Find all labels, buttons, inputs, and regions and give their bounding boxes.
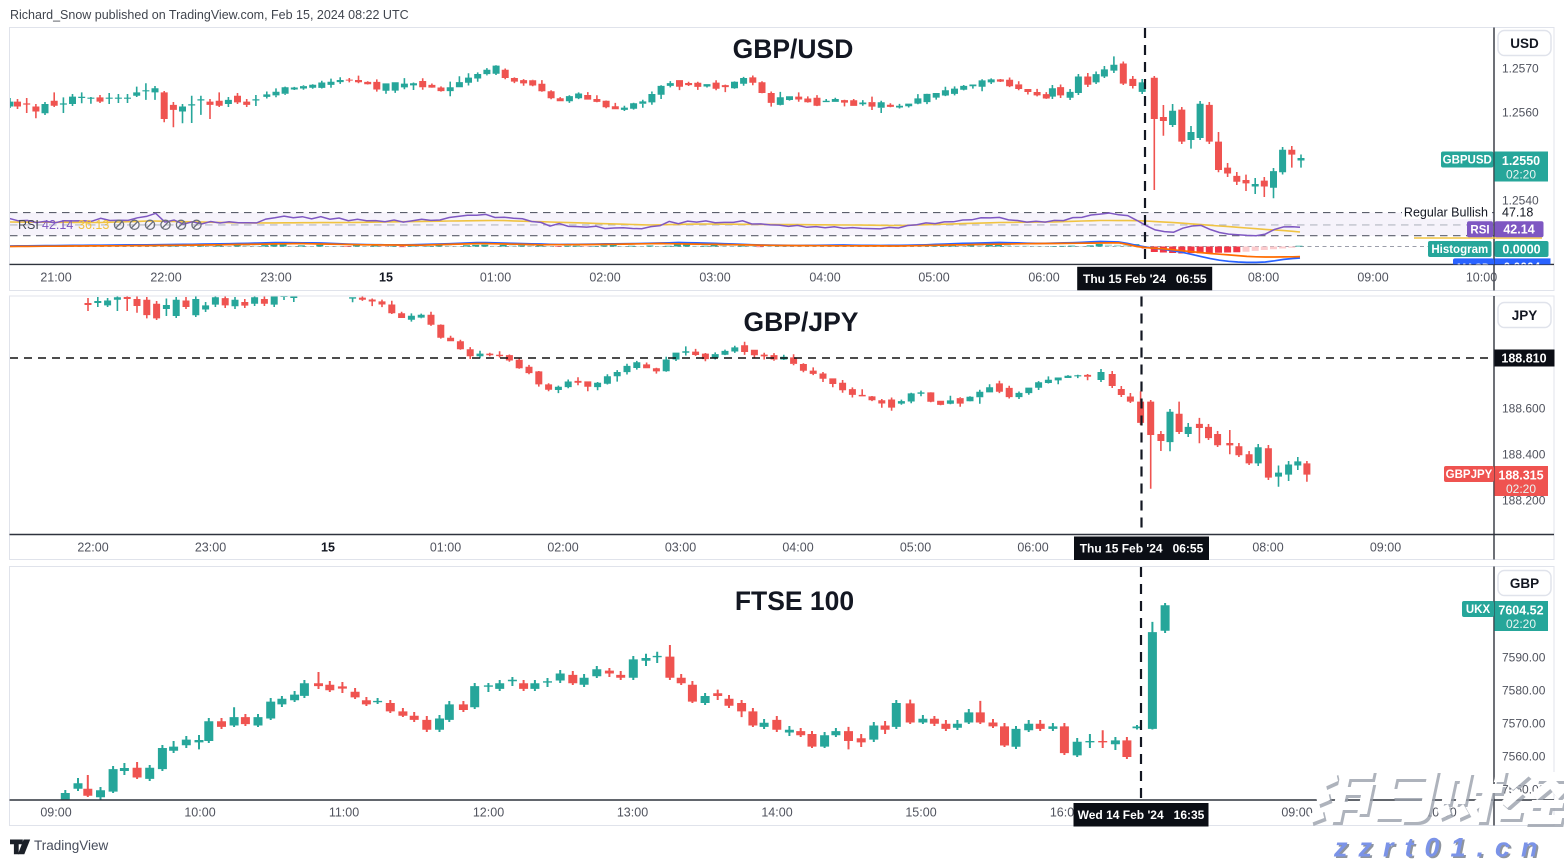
svg-text:15: 15 <box>321 541 335 555</box>
svg-text:09:00: 09:00 <box>1281 806 1312 820</box>
svg-text:08:00: 08:00 <box>1248 271 1279 285</box>
svg-text:04:00: 04:00 <box>782 541 813 555</box>
svg-text:Thu 15 Feb '24 06:55: Thu 15 Feb '24 06:55 <box>1080 542 1204 556</box>
svg-text:zzrt01.cn: zzrt01.cn <box>1333 833 1549 863</box>
svg-text:42.14: 42.14 <box>42 218 73 232</box>
svg-text:22:00: 22:00 <box>77 541 108 555</box>
svg-text:TradingView: TradingView <box>34 838 109 853</box>
svg-text:15: 15 <box>379 271 393 285</box>
svg-text:21:00: 21:00 <box>40 271 71 285</box>
svg-text:GBPJPY: GBPJPY <box>1446 469 1493 481</box>
svg-text:23:00: 23:00 <box>195 541 226 555</box>
svg-text:01:00: 01:00 <box>480 271 511 285</box>
svg-text:06:00: 06:00 <box>1017 541 1048 555</box>
svg-text:05:00: 05:00 <box>900 541 931 555</box>
svg-text:09:00: 09:00 <box>1370 541 1401 555</box>
svg-text:10:00: 10:00 <box>184 806 215 820</box>
svg-text:10:00: 10:00 <box>1466 271 1497 285</box>
svg-text:02:20: 02:20 <box>1506 617 1536 631</box>
svg-text:1.2540: 1.2540 <box>1502 194 1539 208</box>
svg-text:RSI: RSI <box>18 218 39 232</box>
svg-text:Regular Bullish: Regular Bullish <box>1404 206 1488 220</box>
svg-text:22:00: 22:00 <box>150 271 181 285</box>
svg-text:GBP: GBP <box>1510 576 1539 591</box>
svg-text:MACD: MACD <box>1457 262 1490 274</box>
svg-text:01:00: 01:00 <box>430 541 461 555</box>
svg-text:zzrt01.cn: zzrt01.cn <box>1335 834 1551 863</box>
svg-text:08:00: 08:00 <box>1252 541 1283 555</box>
svg-text:GBPUSD: GBPUSD <box>1443 155 1492 167</box>
svg-text:188.810: 188.810 <box>1501 352 1546 366</box>
svg-text:7604.52: 7604.52 <box>1498 604 1543 618</box>
svg-text:42.14: 42.14 <box>1503 223 1534 237</box>
svg-text:Histogram: Histogram <box>1431 244 1488 256</box>
svg-text:1.2560: 1.2560 <box>1502 106 1539 120</box>
svg-text:GBP/JPY: GBP/JPY <box>744 307 859 337</box>
svg-text:Wed 14 Feb '24 16:35: Wed 14 Feb '24 16:35 <box>1078 808 1205 822</box>
svg-text:13:00: 13:00 <box>617 806 648 820</box>
svg-text:02:00: 02:00 <box>547 541 578 555</box>
svg-text:7570.00: 7570.00 <box>1502 717 1546 731</box>
svg-text:03:00: 03:00 <box>699 271 730 285</box>
svg-text:7590.00: 7590.00 <box>1502 651 1546 665</box>
svg-text:188.315: 188.315 <box>1498 469 1543 483</box>
svg-text:36.13: 36.13 <box>78 218 109 232</box>
svg-text:1.2570: 1.2570 <box>1502 62 1539 76</box>
svg-text:7580.00: 7580.00 <box>1502 684 1546 698</box>
svg-text:05:00: 05:00 <box>918 271 949 285</box>
svg-text:JPY: JPY <box>1512 308 1538 323</box>
svg-text:47.18: 47.18 <box>1502 206 1533 220</box>
svg-text:188.600: 188.600 <box>1502 402 1546 416</box>
svg-text:03:00: 03:00 <box>665 541 696 555</box>
svg-text:04:00: 04:00 <box>809 271 840 285</box>
svg-text:USD: USD <box>1510 36 1539 51</box>
svg-text:188.200: 188.200 <box>1502 494 1546 508</box>
svg-text:0.0000: 0.0000 <box>1502 242 1540 256</box>
svg-text:GBP/USD: GBP/USD <box>733 34 854 64</box>
svg-text:FTSE 100: FTSE 100 <box>735 586 854 616</box>
svg-text:Richard_Snow published on Trad: Richard_Snow published on TradingView.co… <box>10 8 409 22</box>
svg-text:12:00: 12:00 <box>473 806 504 820</box>
svg-text:23:00: 23:00 <box>260 271 291 285</box>
svg-text:11:00: 11:00 <box>329 806 359 820</box>
svg-text:RSI: RSI <box>1470 224 1489 236</box>
svg-text:14:00: 14:00 <box>761 806 792 820</box>
svg-text:02:20: 02:20 <box>1506 482 1536 496</box>
svg-text:06:00: 06:00 <box>1028 271 1059 285</box>
svg-text:09:00: 09:00 <box>40 806 71 820</box>
svg-text:02:00: 02:00 <box>589 271 620 285</box>
svg-text:188.400: 188.400 <box>1502 448 1546 462</box>
svg-text:Thu 15 Feb '24 06:55: Thu 15 Feb '24 06:55 <box>1083 272 1207 286</box>
svg-text:7560.00: 7560.00 <box>1502 750 1546 764</box>
svg-text:09:00: 09:00 <box>1357 271 1388 285</box>
svg-text:UKX: UKX <box>1466 604 1491 616</box>
svg-text:15:00: 15:00 <box>905 806 936 820</box>
svg-text:16:00: 16:00 <box>1050 806 1081 820</box>
svg-text:1.2550: 1.2550 <box>1502 154 1540 168</box>
svg-text:02:20: 02:20 <box>1506 168 1536 182</box>
